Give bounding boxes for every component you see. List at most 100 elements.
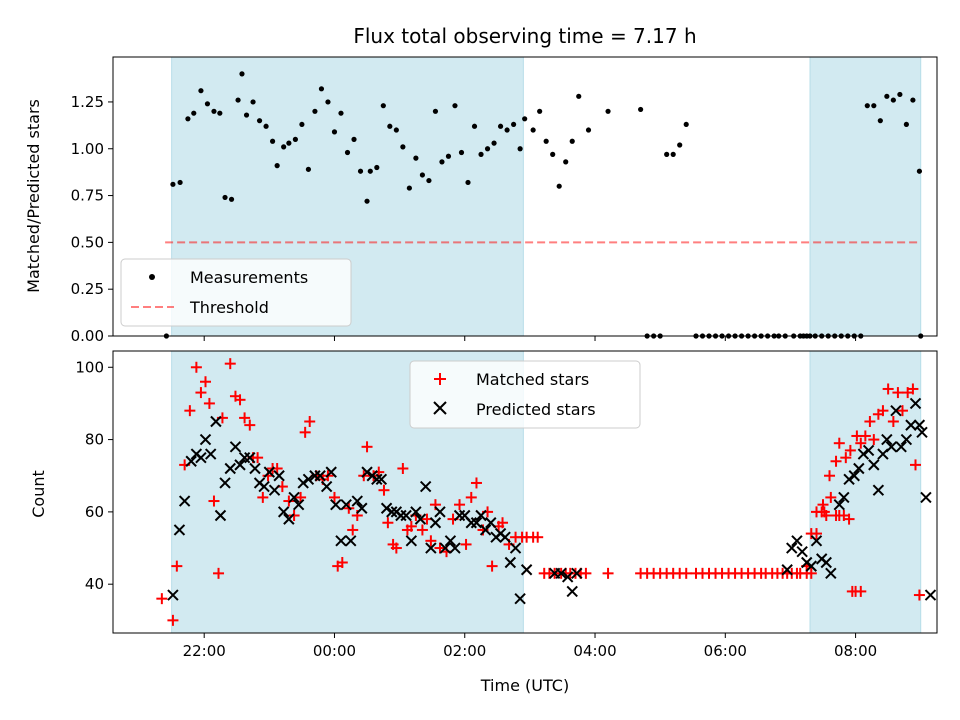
predicted-star-point	[890, 404, 902, 417]
measurement-point	[471, 123, 478, 129]
predicted-star-stroke	[185, 455, 197, 467]
matched-star-point	[532, 531, 544, 543]
measurement-point	[364, 198, 370, 204]
predicted-star-stroke	[465, 517, 477, 529]
measurement-point	[263, 123, 269, 129]
predicted-star-stroke	[277, 506, 290, 518]
predicted-star-point	[229, 441, 242, 453]
predicted-star-point	[380, 502, 393, 514]
predicted-star-stroke	[249, 462, 261, 475]
predicted-star-point	[268, 484, 281, 496]
matched-star-point	[820, 510, 832, 521]
matched-star-point	[817, 499, 829, 511]
measurement-point	[445, 153, 452, 159]
predicted-star-point	[475, 509, 487, 522]
matched-star-point	[167, 614, 179, 626]
measurement-point	[331, 129, 338, 135]
matched-star-point	[844, 444, 856, 456]
predicted-star-stroke	[838, 491, 850, 504]
predicted-star-point	[277, 506, 290, 518]
matched-star-point	[199, 376, 211, 388]
predicted-star-stroke	[410, 506, 422, 518]
top-panel-frame	[112, 56, 938, 337]
predicted-star-stroke	[234, 459, 246, 471]
predicted-star-stroke	[224, 462, 236, 475]
measurement-point	[228, 196, 235, 202]
y-tick-label: 100	[75, 358, 104, 376]
matched-star-point	[460, 538, 472, 550]
measurement-point	[367, 168, 373, 174]
x-tick-label: 08:00	[834, 642, 877, 660]
predicted-star-point	[439, 542, 451, 554]
matched-star-point	[156, 593, 168, 605]
matched-star-point	[328, 491, 340, 503]
predicted-star-stroke	[400, 509, 412, 522]
matched-star-point	[892, 387, 904, 399]
predicted-star-point	[571, 567, 583, 580]
matched-star-point	[283, 495, 295, 507]
measurement-point	[517, 146, 523, 152]
predicted-star-stroke	[414, 513, 427, 525]
predicted-star-point	[410, 506, 422, 518]
predicted-star-stroke	[434, 506, 446, 518]
top-panel-x-ticks	[203, 336, 857, 341]
predicted-star-point	[509, 542, 522, 554]
measurement-point	[426, 177, 432, 184]
predicted-star-point	[351, 495, 363, 507]
measurement-point	[312, 108, 318, 114]
measurement-point	[243, 112, 250, 118]
predicted-star-point	[414, 513, 427, 525]
measurement-point	[537, 108, 543, 114]
predicted-star-point	[185, 455, 197, 467]
predicted-star-stroke	[453, 509, 466, 522]
measurement-point	[269, 138, 276, 144]
predicted-star-stroke	[872, 484, 885, 496]
predicted-star-point	[848, 470, 860, 482]
measurement-point	[393, 127, 399, 133]
predicted-star-stroke	[210, 415, 222, 428]
measurement-point	[344, 149, 351, 156]
predicted-star-stroke	[439, 542, 451, 554]
predicted-star-stroke	[195, 451, 207, 464]
matched-star-point	[208, 495, 220, 507]
predicted-star-stroke	[885, 441, 898, 453]
legend-marker-predicted	[433, 401, 447, 415]
top-legend-box	[120, 258, 352, 327]
matched-star-point	[382, 517, 394, 529]
predicted-star-point	[335, 535, 347, 547]
predicted-star-stroke	[302, 473, 315, 486]
predicted-star-point	[224, 462, 236, 475]
y-tick-label: 1.00	[71, 140, 104, 158]
matched-star-point	[910, 459, 922, 471]
predicted-star-stroke	[405, 535, 418, 547]
predicted-star-point	[205, 448, 217, 460]
predicted-star-point	[195, 451, 207, 464]
matched-star-point	[234, 394, 246, 406]
predicted-star-point	[395, 509, 407, 522]
predicted-star-stroke	[857, 448, 870, 460]
y-tick-label: 0.75	[71, 187, 104, 205]
predicted-star-stroke	[833, 498, 845, 511]
predicted-star-stroke	[314, 470, 326, 482]
bottom-panel-y-axis: 40 60 80 100	[75, 358, 113, 593]
matched-star-point	[239, 412, 251, 424]
matched-star-point	[213, 567, 225, 579]
measurement-point	[211, 108, 217, 114]
measurement-point	[351, 136, 357, 142]
measurement-point	[491, 140, 497, 146]
predicted-star-stroke	[309, 470, 321, 482]
bottom-panel-x-axis: 22:00 00:00 02:00 04:00 06:00 08:00	[183, 633, 877, 660]
measurement-point	[864, 103, 870, 109]
measurement-point	[683, 121, 689, 128]
measurement-point	[677, 142, 683, 148]
matched-star-point	[336, 557, 348, 568]
matched-star-point	[288, 510, 300, 521]
matched-star-point	[580, 567, 592, 579]
measurement-point	[325, 99, 331, 105]
predicted-star-point	[857, 448, 870, 460]
predicted-star-stroke	[475, 509, 487, 522]
predicted-star-point	[862, 444, 875, 457]
measurement-point	[170, 181, 176, 187]
predicted-star-point	[199, 433, 212, 446]
matched-star-point	[299, 426, 311, 438]
